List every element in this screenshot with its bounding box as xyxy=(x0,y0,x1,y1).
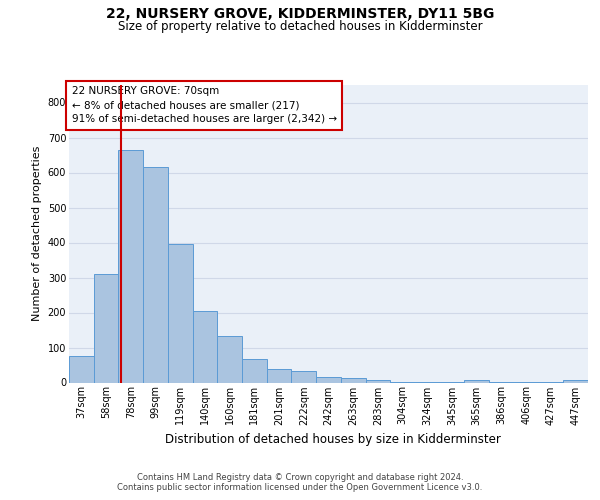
Bar xyxy=(217,336,242,382)
Text: Size of property relative to detached houses in Kidderminster: Size of property relative to detached ho… xyxy=(118,20,482,33)
Bar xyxy=(292,372,316,382)
Bar xyxy=(242,358,267,382)
Bar xyxy=(168,244,193,382)
Bar xyxy=(94,274,118,382)
Bar xyxy=(69,356,94,382)
Bar xyxy=(118,150,143,382)
Text: Contains HM Land Registry data © Crown copyright and database right 2024.: Contains HM Land Registry data © Crown c… xyxy=(137,472,463,482)
Text: 22, NURSERY GROVE, KIDDERMINSTER, DY11 5BG: 22, NURSERY GROVE, KIDDERMINSTER, DY11 5… xyxy=(106,8,494,22)
Bar xyxy=(365,380,390,382)
Bar xyxy=(563,380,588,382)
Bar xyxy=(193,310,217,382)
Text: Contains public sector information licensed under the Open Government Licence v3: Contains public sector information licen… xyxy=(118,484,482,492)
Bar xyxy=(341,378,365,382)
Bar xyxy=(316,376,341,382)
Text: 22 NURSERY GROVE: 70sqm
← 8% of detached houses are smaller (217)
91% of semi-de: 22 NURSERY GROVE: 70sqm ← 8% of detached… xyxy=(71,86,337,124)
Text: Distribution of detached houses by size in Kidderminster: Distribution of detached houses by size … xyxy=(165,432,501,446)
Bar xyxy=(143,167,168,382)
Bar xyxy=(267,369,292,382)
Y-axis label: Number of detached properties: Number of detached properties xyxy=(32,146,42,322)
Bar xyxy=(464,380,489,382)
